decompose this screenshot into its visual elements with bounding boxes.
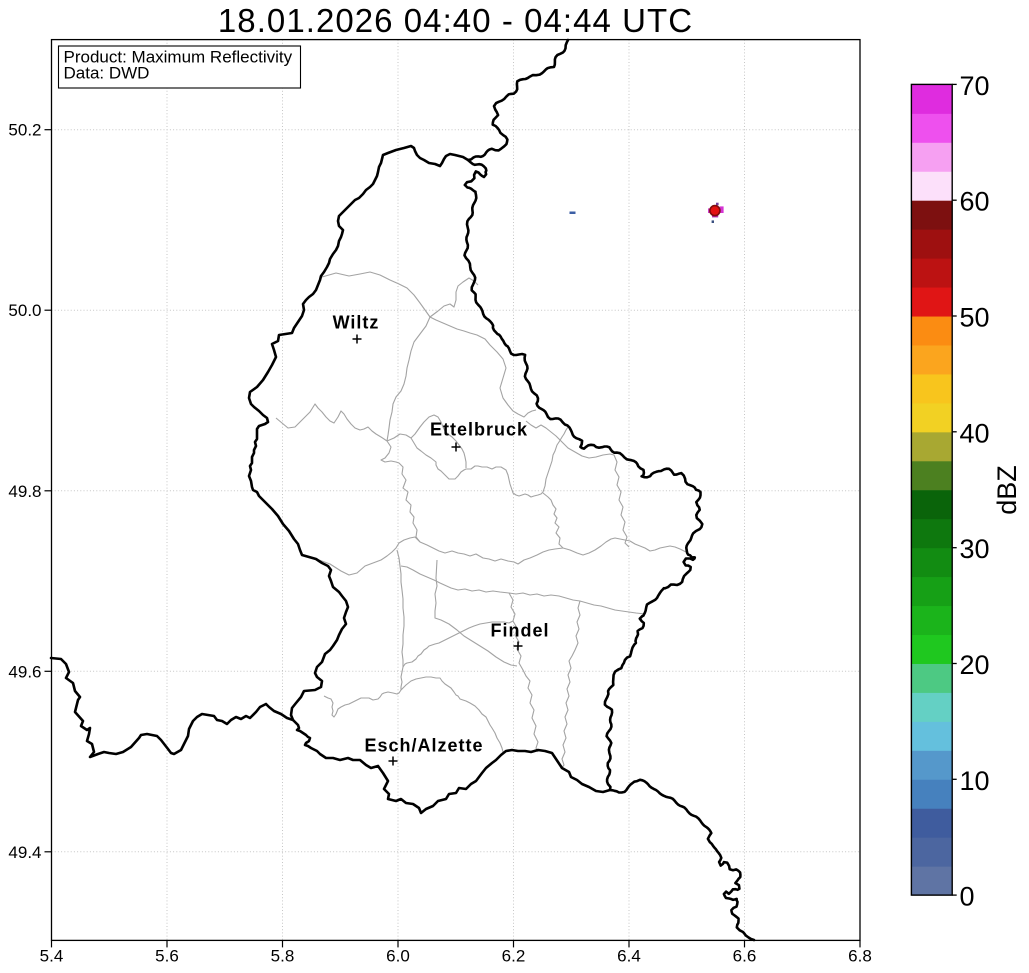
svg-text:Esch/Alzette: Esch/Alzette <box>364 736 483 756</box>
svg-text:30: 30 <box>960 534 990 564</box>
svg-text:5.8: 5.8 <box>271 947 295 966</box>
svg-text:0: 0 <box>960 882 975 912</box>
svg-text:dBZ: dBZ <box>992 465 1022 515</box>
svg-text:60: 60 <box>960 187 990 217</box>
svg-text:Data: DWD: Data: DWD <box>64 64 150 83</box>
svg-text:Ettelbruck: Ettelbruck <box>430 420 528 440</box>
svg-text:6.4: 6.4 <box>617 947 641 966</box>
svg-text:Findel: Findel <box>491 621 550 641</box>
svg-text:5.4: 5.4 <box>40 947 64 966</box>
svg-text:18.01.2026 04:40 - 04:44 UTC: 18.01.2026 04:40 - 04:44 UTC <box>218 2 693 39</box>
svg-text:49.8: 49.8 <box>8 482 41 501</box>
svg-text:5.6: 5.6 <box>155 947 179 966</box>
svg-text:10: 10 <box>960 766 990 796</box>
svg-text:Wiltz: Wiltz <box>333 313 380 333</box>
svg-text:20: 20 <box>960 650 990 680</box>
svg-text:70: 70 <box>960 71 990 101</box>
svg-text:40: 40 <box>960 418 990 448</box>
svg-text:6.6: 6.6 <box>733 947 757 966</box>
svg-text:6.8: 6.8 <box>848 947 872 966</box>
svg-text:50: 50 <box>960 303 990 333</box>
svg-text:49.6: 49.6 <box>8 662 41 681</box>
svg-text:Product: Maximum Reflectivity: Product: Maximum Reflectivity <box>64 48 293 67</box>
svg-text:50.0: 50.0 <box>8 301 41 320</box>
svg-text:49.4: 49.4 <box>8 843 41 862</box>
svg-text:50.2: 50.2 <box>8 121 41 140</box>
svg-text:6.2: 6.2 <box>502 947 526 966</box>
svg-text:6.0: 6.0 <box>386 947 410 966</box>
